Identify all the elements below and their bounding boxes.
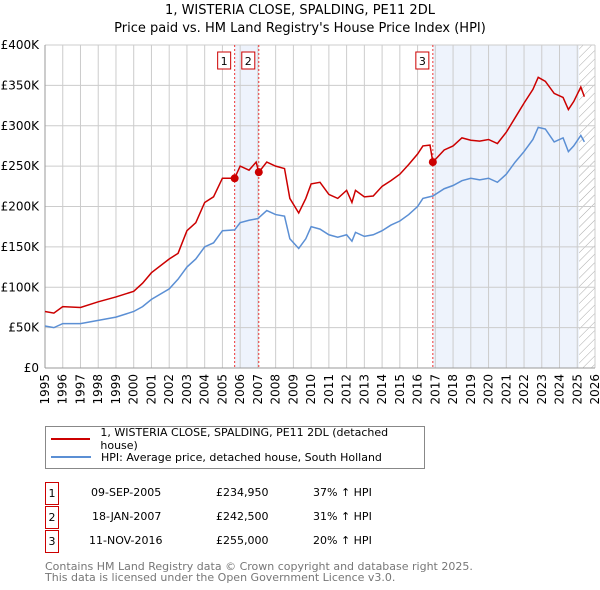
chart-subtitle: Price paid vs. HM Land Registry's House … [114, 21, 486, 36]
sale-point [254, 168, 263, 177]
x-tick-label: 2019 [464, 374, 478, 405]
y-tick-label: £150K [1, 240, 41, 254]
x-tick-label: 1995 [38, 374, 52, 405]
x-tick-label: 2016 [411, 374, 425, 405]
x-tick-label: 2020 [482, 374, 496, 405]
hpi-diff: 20% ↑ HPI [313, 534, 372, 547]
x-tick-label: 2000 [127, 374, 141, 405]
y-tick-label: £0 [24, 361, 39, 375]
date: 11-NOV-2016 [89, 534, 163, 547]
sale-label-box [217, 51, 232, 70]
x-tick-label: 2014 [375, 374, 389, 405]
x-tick-label: 2025 [570, 374, 584, 405]
legend-item-hpi: HPI: Average price, detached house, Sout… [51, 448, 382, 466]
chart-title: 1, WISTERIA CLOSE, SPALDING, PE11 2DL [165, 3, 435, 18]
price-chart: 1995 1996 1997 1998 1999 2000 2001 2002 2003 2004… [1, 38, 600, 405]
x-tick-label: 2021 [499, 374, 513, 405]
x-tick-label: 2004 [198, 374, 212, 405]
sale-label: 3 [419, 55, 426, 68]
y-tick-label: £350K [1, 78, 41, 92]
y-tick-label: £300K [1, 119, 41, 133]
x-tick-label: 2018 [446, 374, 460, 405]
x-tick-label: 2026 [588, 374, 600, 405]
x-tick-label: 1997 [73, 374, 87, 405]
legend-item-property: 1, WISTERIA CLOSE, SPALDING, PE11 2DL (d… [51, 426, 424, 452]
price: £255,000 [216, 534, 269, 547]
hpi-diff: 31% ↑ HPI [313, 510, 372, 523]
series-line [44, 126, 586, 329]
x-tick-label: 2022 [517, 374, 531, 405]
x-tick-label: 2011 [322, 374, 336, 405]
y-tick-label: £200K [1, 200, 41, 214]
y-tick-label: £400K [1, 38, 41, 52]
price: £234,950 [216, 486, 269, 499]
x-tick-label: 1999 [109, 374, 123, 405]
x-tick-label: 2009 [286, 374, 300, 405]
y-tick-label: £250K [1, 159, 41, 173]
x-tick-label: 2012 [340, 374, 354, 405]
x-tick-label: 2013 [357, 374, 371, 405]
legend-label: HPI: Average price, detached house, Sout… [101, 450, 382, 464]
y-tick-label: £50K [8, 321, 40, 335]
legend-label: 1, WISTERIA CLOSE, SPALDING, PE11 2DL (d… [100, 426, 389, 452]
x-tick-label: 2008 [269, 374, 283, 405]
x-tick-label: 2002 [162, 374, 176, 405]
sale-label-box [241, 51, 256, 70]
sale-point [230, 174, 239, 183]
x-tick-label: 2010 [304, 374, 318, 405]
marker-badge: 1 [45, 482, 59, 505]
sale-point [428, 158, 437, 167]
x-tick-label: 2017 [428, 374, 442, 405]
marker-badge: 3 [45, 530, 59, 553]
x-tick-label: 2007 [251, 374, 265, 405]
sale-label: 2 [245, 55, 252, 68]
marker-badge: 2 [45, 506, 59, 529]
sale-label: 1 [221, 55, 228, 68]
x-tick-label: 2015 [393, 374, 407, 405]
footer-line: Contains HM Land Registry data © Crown c… [45, 560, 473, 573]
x-tick-label: 2006 [233, 374, 247, 405]
x-tick-label: 2003 [180, 374, 194, 405]
footer-line: This data is licensed under the Open Gov… [45, 571, 396, 584]
date: 09-SEP-2005 [91, 486, 162, 499]
hpi-diff: 37% ↑ HPI [313, 486, 372, 499]
date: 18-JAN-2007 [92, 510, 162, 523]
price: £242,500 [216, 510, 269, 523]
legend: 1, WISTERIA CLOSE, SPALDING, PE11 2DL (d… [45, 426, 425, 469]
sale-label-box [415, 51, 430, 70]
x-tick-label: 2005 [215, 374, 229, 405]
x-tick-label: 1998 [91, 374, 105, 405]
x-tick-label: 2001 [144, 374, 158, 405]
y-tick-label: £100K [1, 280, 41, 294]
series-line [44, 76, 586, 314]
x-tick-label: 1996 [56, 374, 70, 405]
x-tick-label: 2023 [535, 374, 549, 405]
footer: Contains HM Land Registry data © Crown c… [45, 561, 473, 583]
x-tick-label: 2024 [553, 374, 567, 405]
